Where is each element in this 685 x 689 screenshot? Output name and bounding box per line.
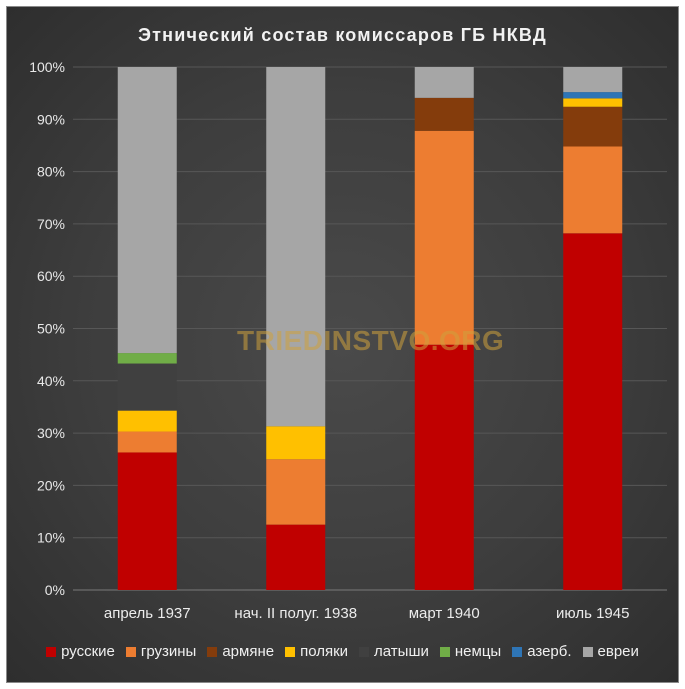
legend-swatch [125, 646, 136, 657]
bar-segment-русские [414, 344, 474, 590]
x-tick-label: июль 1945 [556, 605, 629, 622]
legend-swatch [46, 646, 57, 657]
legend-swatch [582, 646, 593, 657]
bar-segment-азерб. [563, 92, 623, 99]
bar-segment-латыши [117, 363, 177, 411]
legend-item: латыши [359, 643, 429, 660]
bar-segment-русские [266, 524, 326, 590]
bar-segment-поляки [117, 410, 177, 432]
y-tick-label: 60% [37, 268, 65, 284]
legend-item: грузины [125, 643, 197, 660]
y-tick-label: 10% [37, 530, 65, 546]
bar-segment-армяне [563, 106, 623, 147]
x-tick-label: апрель 1937 [104, 605, 191, 622]
bar-segment-грузины [117, 431, 177, 453]
bar-segment-русские [563, 233, 623, 590]
legend-swatch [207, 646, 218, 657]
legend-label: армяне [222, 643, 275, 660]
legend-item: евреи [582, 643, 639, 660]
legend-swatch [359, 646, 370, 657]
legend-swatch [512, 646, 523, 657]
bar-segment-немцы [117, 353, 177, 364]
y-tick-label: 70% [37, 216, 65, 232]
bar-segment-грузины [414, 130, 474, 345]
legend-label: евреи [597, 643, 639, 660]
watermark: TRIEDINSTVO.ORG [237, 325, 505, 356]
y-tick-label: 90% [37, 111, 65, 127]
bar-segment-поляки [266, 426, 326, 460]
legend-item: армяне [207, 643, 274, 660]
x-tick-label: нач. II полуг. 1938 [234, 605, 357, 622]
y-tick-label: 20% [37, 477, 65, 493]
chart-legend: русские грузины армяне поляки латыши немцы азе… [7, 643, 678, 660]
legend-swatch [439, 646, 450, 657]
x-tick-label: март 1940 [409, 605, 480, 622]
legend-label: азерб. [527, 643, 572, 660]
legend-item: азерб. [512, 643, 572, 660]
y-tick-label: 0% [45, 582, 65, 598]
chart-plot: 0% 10% 20% 30% 40% 50% 60% 70% 80% 90% 100% апрель … [29, 59, 667, 622]
bar-segment-евреи [266, 67, 326, 427]
bar-segment-евреи [563, 67, 623, 93]
legend-label: русские [61, 643, 115, 660]
y-tick-label: 100% [29, 59, 65, 75]
chart-title: Этнический состав комиссаров ГБ НКВД [138, 25, 547, 45]
y-tick-label: 30% [37, 425, 65, 441]
legend-label: немцы [454, 643, 502, 660]
legend-label: грузины [140, 643, 197, 660]
bar-segment-евреи [414, 67, 474, 98]
legend-label: латыши [374, 643, 429, 660]
legend-label: поляки [300, 643, 349, 660]
bar-segment-грузины [563, 146, 623, 234]
bar-segment-евреи [117, 67, 177, 354]
y-tick-label: 50% [37, 321, 65, 337]
y-tick-label: 80% [37, 164, 65, 180]
legend-item: поляки [285, 643, 348, 660]
bar-segment-поляки [563, 98, 623, 107]
legend-item: русские [46, 643, 115, 660]
bar-segment-грузины [266, 459, 326, 525]
legend-swatch [285, 646, 296, 657]
chart-frame: Этнический состав комиссаров ГБ НКВД 0% 1… [6, 6, 679, 683]
y-tick-label: 40% [37, 373, 65, 389]
bar-segment-армяне [414, 97, 474, 131]
bar-segment-русские [117, 452, 177, 590]
legend-item: немцы [439, 643, 502, 660]
